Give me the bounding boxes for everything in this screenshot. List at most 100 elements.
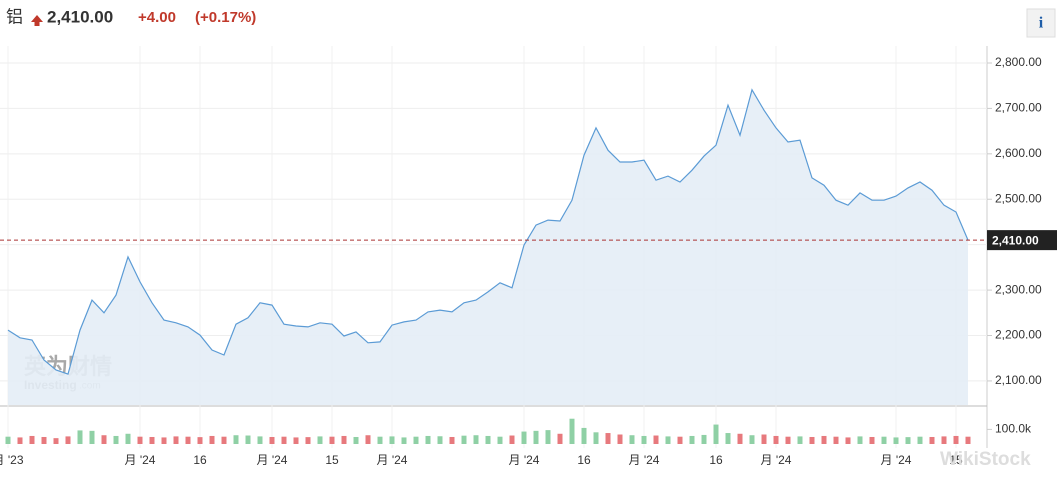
volume-bar: [785, 436, 791, 444]
volume-bar: [869, 436, 875, 444]
volume-bar: [725, 433, 731, 444]
volume-bar: [161, 437, 167, 444]
volume-bar: [17, 437, 23, 444]
volume-bar: [437, 436, 443, 444]
volume-bar: [569, 418, 575, 444]
volume-bar: [701, 434, 707, 444]
volume-bar: [461, 435, 467, 444]
volume-bar: [5, 436, 11, 444]
volume-bar: [257, 436, 263, 444]
y-tick-label: 2,800.00: [995, 55, 1042, 69]
x-tick-label: 16: [577, 453, 591, 467]
y-tick-label: 2,200.00: [995, 328, 1042, 342]
volume-bar: [893, 437, 899, 444]
price-line: [7, 88, 969, 375]
volume-bar: [473, 435, 479, 444]
volume-bar: [533, 430, 539, 444]
volume-bar: [929, 436, 935, 444]
price: 2,410.00: [47, 7, 113, 26]
volume-bar: [449, 436, 455, 444]
volume-bar: [29, 435, 35, 444]
volume-bar: [713, 424, 719, 444]
symbol: 铝: [6, 7, 23, 26]
info-button[interactable]: [1026, 8, 1056, 38]
volume-bar: [425, 435, 431, 444]
change: +4.00: [138, 9, 176, 26]
volume-bar: [689, 435, 695, 444]
area: [8, 89, 968, 406]
volume-bar: [269, 436, 275, 444]
y-tick-label: 2,700.00: [995, 101, 1042, 115]
x-tick-label: 月 '24: [509, 453, 540, 467]
volume-bar: [77, 430, 83, 444]
x-tick-label: 15: [325, 453, 339, 467]
volume-bar: [665, 436, 671, 444]
volume-bar: [761, 434, 767, 444]
volume-bar: [113, 435, 119, 444]
volume-bar: [677, 436, 683, 444]
change-pct: (+0.17%): [195, 9, 256, 26]
volume-bar: [521, 431, 527, 444]
volume-bar: [401, 437, 407, 444]
volume-bar: [305, 437, 311, 444]
volume-bar: [641, 435, 647, 444]
volume-bar: [209, 435, 215, 444]
x-tick-label: 16: [709, 453, 723, 467]
volume-bar: [593, 432, 599, 444]
volume-bar: [917, 436, 923, 444]
volume-bar: [173, 436, 179, 444]
volume-bar: [233, 435, 239, 444]
volume-bar: [629, 435, 635, 444]
volume-bar: [317, 436, 323, 444]
volume-bar: [857, 436, 863, 444]
x-tick-label: 月 '24: [761, 453, 792, 467]
volume-bar: [221, 436, 227, 444]
info-icon[interactable]: i: [1039, 15, 1044, 32]
x-tick-label: 月 '24: [629, 453, 660, 467]
volume-bar: [797, 436, 803, 444]
y-tick-label: 2,300.00: [995, 282, 1042, 296]
volume-bar: [377, 436, 383, 444]
y-tick-label: 2,600.00: [995, 146, 1042, 160]
volume-bar: [245, 435, 251, 444]
volume-bar: [41, 436, 47, 444]
volume-bar: [833, 436, 839, 444]
volume-bar: [509, 435, 515, 444]
volume-bar: [821, 435, 827, 444]
x-tick-label: 月 '24: [377, 453, 408, 467]
volume-bar: [89, 430, 95, 444]
volume-bar: [581, 427, 587, 444]
volume-bar: [749, 435, 755, 444]
volume-bar: [485, 435, 491, 444]
volume-bar: [773, 435, 779, 444]
volume-bar: [905, 437, 911, 444]
up-arrow: [31, 15, 43, 26]
x-tick-label: 月 '24: [881, 453, 912, 467]
x-tick-label: 月 '24: [257, 453, 288, 467]
x-tick-label: 16: [193, 453, 207, 467]
volume-bar: [65, 436, 71, 444]
volume-bar: [653, 435, 659, 444]
y2-tick-label: 100.0k: [995, 422, 1032, 436]
volume-bar: [497, 436, 503, 444]
volume-bar: [809, 436, 815, 444]
volume-bar: [329, 436, 335, 444]
watermark: WikiStock: [940, 449, 1031, 470]
x-tick-label: 月 '23: [0, 453, 24, 467]
x-tick-label: 15: [949, 453, 963, 467]
volume-bar: [953, 435, 959, 444]
volume-bar: [845, 437, 851, 444]
price-label-box: [987, 230, 1057, 251]
y-tick-label: 2,500.00: [995, 191, 1042, 205]
volume-bar: [353, 436, 359, 444]
volume-bar: [617, 434, 623, 444]
price-label: 2,410.00: [992, 233, 1039, 247]
volume-bar: [365, 435, 371, 444]
volume-bar: [341, 435, 347, 444]
volume-bar: [185, 436, 191, 444]
volume-bar: [965, 436, 971, 444]
volume-bar: [281, 436, 287, 444]
volume-bar: [149, 436, 155, 444]
